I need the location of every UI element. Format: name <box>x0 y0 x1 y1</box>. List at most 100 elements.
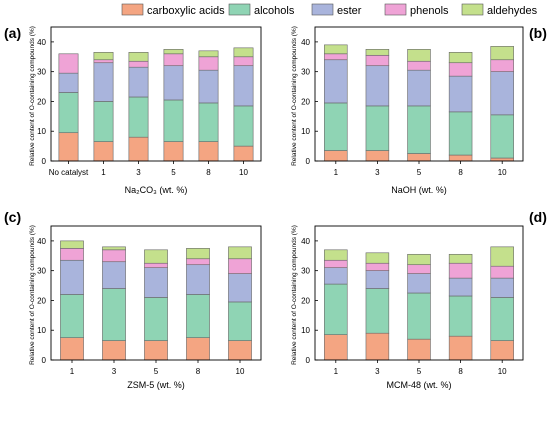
legend-label: aldehydes <box>487 5 538 17</box>
legend-label: ester <box>337 5 362 17</box>
panel-a: No catalyst 1 3 5 8 10 0 10 20 30 40 Na₂CO₃ (wt. %)… <box>4 25 262 195</box>
bar-segment <box>365 332 390 361</box>
bar-segment <box>324 59 348 104</box>
y-axis-label: Relative content of O-containing compoun… <box>29 225 36 365</box>
bar-segment <box>144 249 168 264</box>
y-tick-label: 10 <box>301 127 310 136</box>
x-tick-label: 5 <box>417 168 422 177</box>
bar-segment <box>365 49 390 56</box>
bar-segment <box>448 154 473 162</box>
bar-segment <box>228 340 252 361</box>
bar-segment <box>324 53 348 61</box>
x-tick-label: 8 <box>196 367 201 376</box>
bar-segment <box>490 277 514 298</box>
bar-segment <box>198 69 219 104</box>
legend-label: alcohols <box>254 5 295 17</box>
bar-segment <box>490 71 514 116</box>
y-tick-label: 0 <box>306 356 311 365</box>
x-axis-label: Na₂CO₃ (wt. %) <box>125 185 188 195</box>
bar-segment <box>365 150 390 162</box>
y-tick-label: 20 <box>301 97 310 106</box>
x-tick-label: 1 <box>334 168 339 177</box>
bar-segment <box>407 105 431 154</box>
x-tick-label: 3 <box>375 168 380 177</box>
bar-segment <box>365 262 390 271</box>
bar-segment <box>490 46 514 61</box>
y-tick-label: 20 <box>301 296 310 305</box>
plot-frame <box>50 26 262 162</box>
bar-segment <box>60 337 84 361</box>
bar-segment <box>365 270 390 289</box>
bar-segment <box>186 294 210 338</box>
y-tick-label: 10 <box>37 326 46 335</box>
bar-segment <box>233 56 254 67</box>
bar-segment <box>58 92 79 134</box>
x-tick-label: 5 <box>171 168 176 177</box>
legend-swatch <box>228 3 251 16</box>
bar-segment <box>198 50 219 58</box>
bar-segment <box>102 249 126 263</box>
bar-segment <box>324 44 348 55</box>
bar-segment <box>448 262 473 279</box>
bar-segment <box>365 105 390 151</box>
y-axis-label: Relative content of O-containing compoun… <box>29 26 36 166</box>
y-tick-label: 40 <box>37 237 46 246</box>
x-axis-label: MCM-48 (wt. %) <box>387 380 452 390</box>
bar-segment <box>93 52 114 61</box>
panel-label: (a) <box>4 25 21 41</box>
bar-segment <box>365 54 390 67</box>
panel-b: 1 3 5 8 10 0 10 20 30 40 NaOH (wt. %) Relative cont… <box>291 25 547 195</box>
bar-segment <box>93 62 114 102</box>
bar-segment <box>407 292 431 340</box>
bar-segment <box>448 52 473 64</box>
y-tick-label: 30 <box>301 68 310 77</box>
bar-segment <box>163 141 184 162</box>
bar-segment <box>324 102 348 151</box>
x-tick-label: 3 <box>136 168 141 177</box>
bar-segment <box>365 252 390 264</box>
bar-segment <box>448 253 473 264</box>
bar-segment <box>407 264 431 274</box>
x-tick-label: 3 <box>112 367 117 376</box>
bar-segment <box>490 297 514 341</box>
x-tick-label: 10 <box>498 168 507 177</box>
y-tick-label: 10 <box>37 127 46 136</box>
bar-segment <box>163 65 184 101</box>
bar-segment <box>128 52 149 62</box>
bar-segment <box>448 75 473 113</box>
bar-segment <box>233 65 254 107</box>
bar-segment <box>228 301 252 341</box>
y-tick-label: 20 <box>37 296 46 305</box>
bar-segment <box>233 47 254 58</box>
panel-label: (b) <box>529 25 547 41</box>
bar-segment <box>128 66 149 98</box>
bar-segment <box>186 337 210 361</box>
x-axis-label: NaOH (wt. %) <box>391 185 447 195</box>
bar-segment <box>93 101 114 142</box>
bar-segment <box>163 53 184 67</box>
bar-segment <box>128 96 149 138</box>
panel-d: 1 3 5 8 10 0 10 20 30 40 MCM-48 (wt. %) Relative co… <box>291 209 547 390</box>
bar-segment <box>102 261 126 289</box>
x-tick-label: 10 <box>239 168 248 177</box>
x-tick-label: 5 <box>154 367 159 376</box>
y-tick-label: 30 <box>301 267 310 276</box>
bar-segment <box>365 65 390 107</box>
y-tick-label: 0 <box>42 157 47 166</box>
legend: carboxylic acids alcohols ester phenols alde… <box>121 3 538 17</box>
x-tick-label: 8 <box>458 367 463 376</box>
bar-segment <box>102 340 126 361</box>
panel-c: 1 3 5 8 10 0 10 20 30 40 ZSM-5 (wt. %) Relative con… <box>4 209 262 390</box>
bar-segment <box>128 60 149 68</box>
y-axis-label: Relative content of O-containing compoun… <box>291 225 298 365</box>
bar-segment <box>144 297 168 341</box>
bar-segment <box>128 136 149 162</box>
panel-label: (c) <box>4 209 21 225</box>
bar-segment <box>490 114 514 159</box>
bar-segment <box>407 338 431 361</box>
bar-segment <box>228 273 252 303</box>
bar-segment <box>144 262 168 268</box>
bar-segment <box>102 246 126 251</box>
bar-segment <box>407 69 431 107</box>
